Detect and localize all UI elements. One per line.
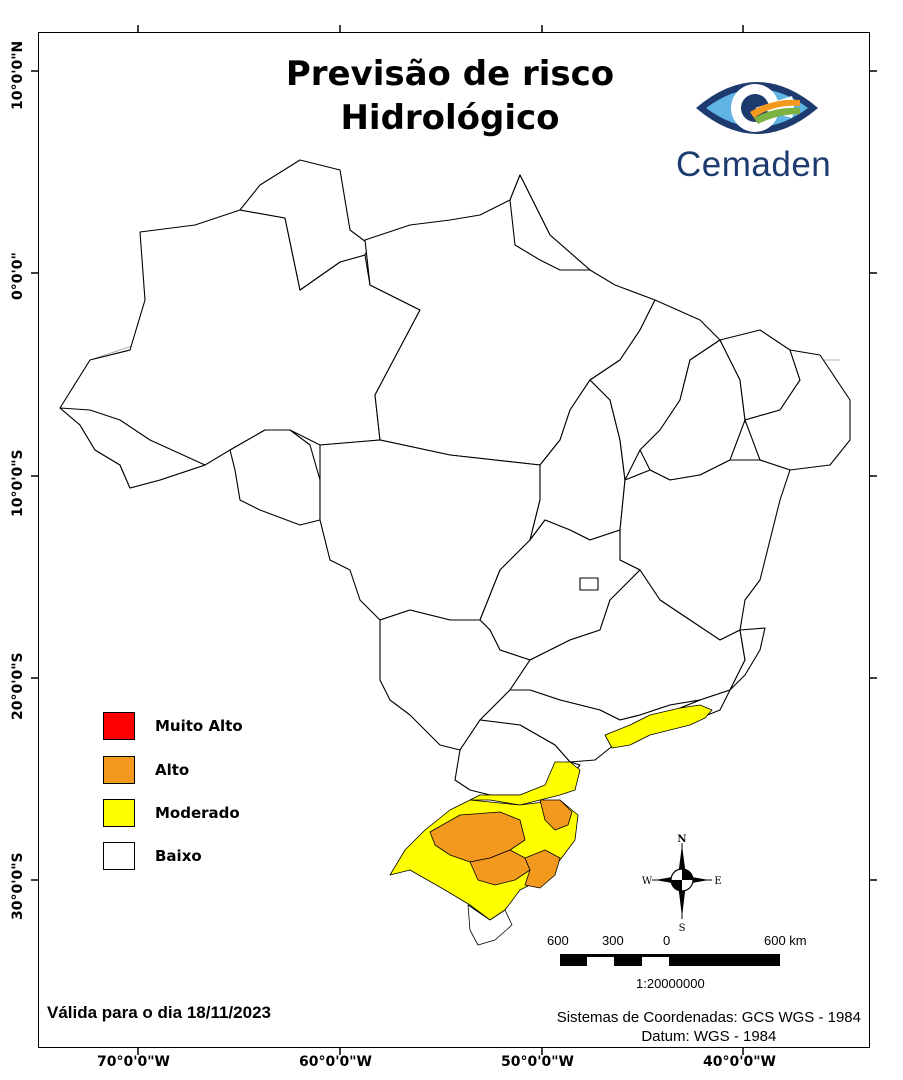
scale-ratio: 1:20000000 (636, 976, 705, 991)
moderado-area-sp-rj (604, 704, 713, 749)
legend-label: Alto (155, 761, 190, 779)
scale-bar (560, 954, 780, 966)
datum-line: Datum: WGS - 1984 (641, 1028, 777, 1045)
lon-label-50w: 50°0'0"W (501, 1054, 574, 1070)
state-rondonia (229, 429, 321, 526)
map-frame (38, 32, 870, 1048)
state-roraima (239, 159, 371, 291)
legend-swatch-alto (103, 756, 135, 784)
lon-label-40w: 40°0'0"W (703, 1054, 776, 1070)
legend-item-muito-alto: Muito Alto (103, 712, 243, 740)
compass-s-label: S (679, 923, 686, 933)
risk-areas (389, 704, 713, 946)
state-acre (59, 407, 206, 489)
legend-swatch-moderado (103, 799, 135, 827)
baixo-area-rs-south (467, 904, 513, 946)
map-title-line1: Previsão de risco (285, 54, 615, 94)
legend-swatch-baixo (103, 842, 135, 870)
validity-date: Válida para o dia 18/11/2023 (47, 1003, 271, 1022)
lon-label-70w: 70°0'0"W (97, 1054, 170, 1070)
scale-label-0: 0 (663, 933, 671, 948)
state-espirito-santo (729, 627, 766, 691)
state-df (579, 577, 599, 591)
coordinate-system-info: Sistemas de Coordenadas: GCS WGS - 1984 … (557, 1008, 861, 1046)
compass-rose-icon: N S W E (642, 834, 722, 933)
coordinate-system-line: Sistemas de Coordenadas: GCS WGS - 1984 (556, 1009, 861, 1026)
compass-w-label: W (642, 876, 653, 887)
legend-swatch-muito-alto (103, 712, 135, 740)
scale-label-600-left: 600 (547, 933, 569, 948)
legend-label: Muito Alto (155, 717, 243, 735)
alto-area-rs-east (524, 849, 561, 889)
legend-item-moderado: Moderado (103, 799, 240, 827)
state-outlines (59, 159, 851, 796)
legend-item-alto: Alto (103, 756, 189, 784)
state-amapa (509, 174, 591, 271)
alto-area-sc-east (539, 799, 573, 831)
logo-wordmark: Cemaden (676, 145, 832, 184)
scale-label-300: 300 (602, 933, 624, 948)
compass-e-label: E (714, 876, 721, 887)
scale-label-600-right: 600 km (764, 933, 807, 948)
compass-n-label: N (677, 834, 686, 845)
cemaden-eye-logo (696, 82, 818, 134)
map-title-line2: Hidrológico (340, 98, 560, 138)
legend-item-baixo: Baixo (103, 842, 202, 870)
legend-label: Baixo (155, 847, 202, 865)
lon-label-60w: 60°0'0"W (299, 1054, 372, 1070)
legend-label: Moderado (155, 804, 240, 822)
